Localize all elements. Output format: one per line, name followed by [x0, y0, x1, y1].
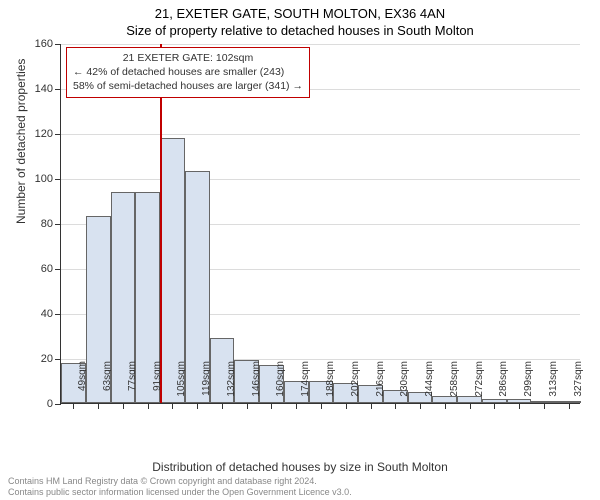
footer-line1: Contains HM Land Registry data © Crown c…	[8, 476, 352, 487]
x-tick	[148, 403, 149, 409]
x-tick	[73, 403, 74, 409]
chart-title-line2: Size of property relative to detached ho…	[0, 21, 600, 38]
x-tick	[519, 403, 520, 409]
x-tick	[395, 403, 396, 409]
x-tick	[445, 403, 446, 409]
x-tick	[321, 403, 322, 409]
y-tick-label: 20	[41, 353, 53, 365]
y-tick-label: 140	[35, 83, 53, 95]
x-tick	[470, 403, 471, 409]
x-tick	[222, 403, 223, 409]
y-tick	[55, 44, 61, 45]
x-tick	[172, 403, 173, 409]
y-tick-label: 160	[35, 38, 53, 50]
x-tick	[569, 403, 570, 409]
y-tick-label: 100	[35, 173, 53, 185]
annotation-line3: 58% of semi-detached houses are larger (…	[73, 79, 303, 93]
y-tick-label: 0	[47, 398, 53, 410]
x-tick	[420, 403, 421, 409]
x-tick	[123, 403, 124, 409]
y-tick-label: 80	[41, 218, 53, 230]
chart-title-line1: 21, EXETER GATE, SOUTH MOLTON, EX36 4AN	[0, 0, 600, 21]
annotation-line1: 21 EXETER GATE: 102sqm	[73, 51, 303, 65]
y-tick	[55, 134, 61, 135]
gridline	[61, 44, 580, 45]
y-axis-title: Number of detached properties	[14, 59, 28, 224]
x-tick	[98, 403, 99, 409]
x-tick-label: 327sqm	[573, 361, 584, 409]
x-tick	[296, 403, 297, 409]
gridline	[61, 179, 580, 180]
annotation-box: 21 EXETER GATE: 102sqm← 42% of detached …	[66, 47, 310, 98]
x-tick	[544, 403, 545, 409]
x-tick	[371, 403, 372, 409]
gridline	[61, 134, 580, 135]
x-tick	[197, 403, 198, 409]
y-tick	[55, 179, 61, 180]
footer-line2: Contains public sector information licen…	[8, 487, 352, 498]
y-tick	[55, 269, 61, 270]
y-tick	[55, 359, 61, 360]
x-tick	[346, 403, 347, 409]
y-tick-label: 40	[41, 308, 53, 320]
x-tick	[271, 403, 272, 409]
y-tick	[55, 89, 61, 90]
reference-marker-line	[160, 44, 162, 403]
x-tick	[494, 403, 495, 409]
x-axis-title: Distribution of detached houses by size …	[0, 460, 600, 474]
y-tick	[55, 404, 61, 405]
y-tick-label: 60	[41, 263, 53, 275]
x-tick	[247, 403, 248, 409]
y-tick	[55, 224, 61, 225]
chart-plot-area: 02040608010012014016049sqm63sqm77sqm91sq…	[60, 44, 580, 404]
annotation-line2: ← 42% of detached houses are smaller (24…	[73, 65, 303, 79]
y-tick	[55, 314, 61, 315]
footer-attribution: Contains HM Land Registry data © Crown c…	[8, 476, 352, 498]
y-tick-label: 120	[35, 128, 53, 140]
chart-container: 21, EXETER GATE, SOUTH MOLTON, EX36 4AN …	[0, 0, 600, 500]
